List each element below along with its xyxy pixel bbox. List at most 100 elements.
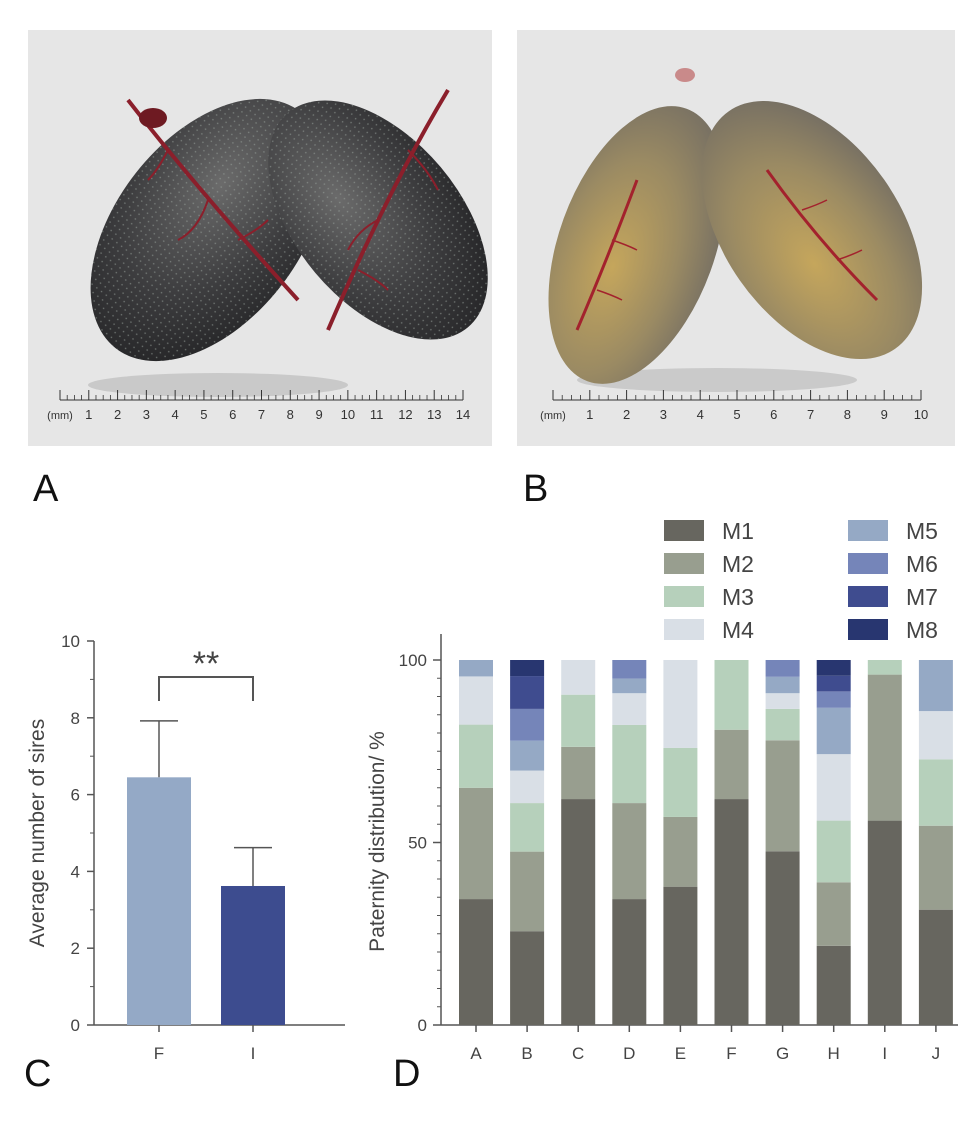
bar-segment-B-M4: [510, 770, 545, 804]
legend-label-M7: M7: [906, 584, 938, 610]
bar-segment-B-M7: [510, 676, 545, 709]
bar-segment-D-M4: [612, 693, 647, 725]
y-tick-label: 10: [61, 632, 80, 651]
bar-segment-B-M5: [510, 740, 545, 771]
bar-I: [221, 885, 285, 1025]
y-tick-label: 50: [408, 834, 427, 853]
x-tick-label: G: [776, 1044, 789, 1063]
panel-label-a: A: [33, 468, 59, 510]
bar-segment-H-M3: [816, 820, 851, 883]
scale-tick-label: 5: [733, 407, 740, 422]
bar-segment-G-M2: [765, 740, 800, 852]
y-axis-label: Paternity distribution/ %: [366, 731, 389, 952]
bar-segment-D-M3: [612, 724, 647, 804]
bar-segment-E-M1: [663, 886, 698, 1025]
legend-swatch-M3: [664, 586, 704, 607]
legend-label-M1: M1: [722, 518, 754, 544]
legend-label-M4: M4: [722, 617, 754, 643]
bar-segment-G-M5: [765, 676, 800, 694]
x-tick-label: H: [828, 1044, 840, 1063]
bar-segment-D-M1: [612, 899, 647, 1025]
scale-tick-label: 4: [697, 407, 704, 422]
y-tick-label: 2: [71, 939, 80, 958]
y-tick-label: 4: [71, 862, 80, 881]
bar-segment-H-M5: [816, 707, 851, 755]
y-tick-label: 6: [71, 786, 80, 805]
bar-segment-C-M1: [561, 799, 596, 1025]
scale-unit-label: (mm): [47, 410, 73, 422]
scale-tick-label: 1: [85, 407, 92, 422]
scale-tick-label: 2: [623, 407, 630, 422]
legend: M1 M2 M3 M4 M5 M6 M7 M8: [664, 518, 938, 643]
scale-tick-label: 10: [914, 407, 928, 422]
scale-tick-label: 7: [807, 407, 814, 422]
bar-segment-A-M5: [459, 660, 493, 677]
scale-tick-label: 14: [456, 407, 470, 422]
x-tick-label: F: [154, 1044, 164, 1063]
bar-segment-J-M3: [918, 759, 953, 826]
significance-bracket: [158, 676, 254, 701]
scale-tick-label: 10: [341, 407, 355, 422]
bar-segment-B-M3: [510, 803, 545, 852]
bar-segment-I-M2: [867, 674, 902, 821]
y-tick-label: 0: [71, 1016, 80, 1035]
scale-tick-label: 12: [398, 407, 412, 422]
bar-segment-J-M1: [918, 909, 953, 1025]
scale-bar-a: 1 2 3 4 5 6 7 8 9 10 11 12 13 14(mm): [47, 390, 470, 422]
legend-swatch-M2: [664, 553, 704, 574]
bar-segment-E-M3: [663, 747, 698, 817]
bar-segment-D-M2: [612, 803, 647, 900]
scale-tick-label: 2: [114, 407, 121, 422]
bar-segment-J-M2: [918, 825, 953, 910]
scale-tick-label: 13: [427, 407, 441, 422]
x-tick-label: C: [572, 1044, 584, 1063]
bar-segment-A-M2: [459, 787, 493, 900]
legend-label-M5: M5: [906, 518, 938, 544]
bar-segment-C-M2: [561, 746, 596, 800]
scale-tick-label: 11: [370, 407, 384, 422]
significance-label: **: [193, 645, 219, 683]
scale-tick-label: 8: [844, 407, 851, 422]
bar-segment-B-M8: [510, 660, 545, 677]
bar-segment-G-M1: [765, 851, 800, 1025]
panel-label-b: B: [523, 468, 549, 510]
bar-segment-H-M6: [816, 691, 851, 708]
x-tick-label: I: [882, 1044, 887, 1063]
bar-segment-G-M6: [765, 660, 800, 677]
scale-tick-label: 6: [229, 407, 236, 422]
bar-segment-J-M4: [918, 711, 953, 760]
bar-segment-B-M2: [510, 851, 545, 932]
bar-segment-C-M4: [561, 660, 596, 695]
chart-c-average-sires: 0 2 4 6 8 10 F I ** Average number of sires: [26, 632, 345, 1063]
photo-panel-a: 1 2 3 4 5 6 7 8 9 10 11 12 13 14 (mm): [28, 30, 492, 446]
bar-F: [127, 777, 191, 1025]
bar-segment-I-M1: [867, 820, 902, 1025]
legend-swatch-M7: [848, 586, 888, 607]
bar-segment-E-M2: [663, 816, 698, 887]
bar-segment-H-M4: [816, 754, 851, 821]
legend-swatch-M4: [664, 619, 704, 640]
legend-label-M6: M6: [906, 551, 938, 577]
bar-segment-B-M1: [510, 931, 545, 1025]
photo-panel-b: 1 2 3 4 5 6 7 8 9 10 (mm): [517, 30, 955, 446]
scale-tick-label: 1: [586, 407, 593, 422]
bar-segment-F-M3: [714, 660, 749, 730]
bar-segment-E-M4: [663, 660, 698, 748]
y-axis-label: Average number of sires: [26, 719, 49, 947]
y-tick-label: 0: [418, 1016, 427, 1035]
x-tick-label: I: [251, 1044, 256, 1063]
scale-tick-label: 9: [315, 407, 322, 422]
legend-swatch-M5: [848, 520, 888, 541]
bar-segment-B-M6: [510, 708, 545, 741]
x-tick-label: D: [623, 1044, 635, 1063]
bar-segment-J-M5: [918, 660, 953, 712]
legend-label-M2: M2: [722, 551, 754, 577]
bar-segment-G-M4: [765, 693, 800, 709]
scale-tick-label: 8: [287, 407, 294, 422]
gonad-illustration-b: 1 2 3 4 5 6 7 8 9 10 (mm): [540, 68, 928, 422]
bar-segment-H-M1: [816, 945, 851, 1025]
x-tick-label: E: [675, 1044, 686, 1063]
x-tick-label: B: [521, 1044, 532, 1063]
y-tick-label: 8: [71, 709, 80, 728]
